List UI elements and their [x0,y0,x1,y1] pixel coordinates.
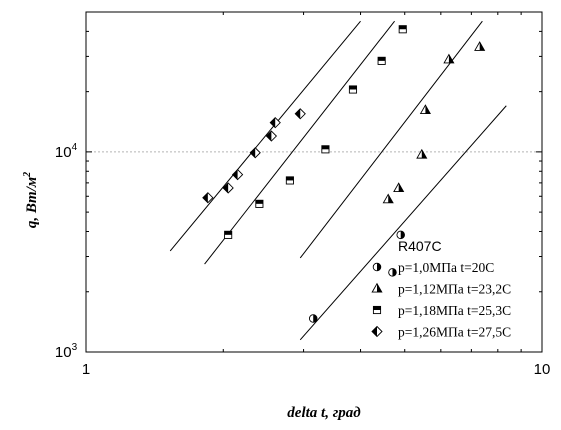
marker-fill [392,268,397,277]
x-tick-label: 1 [82,361,90,378]
data-point-series-4 [249,147,261,159]
legend-label-series-3: p=1,18МПа t=25,3С [398,303,511,318]
marker-fill [377,283,382,293]
y-axis-label-group: q, Вт/м2 [22,172,40,228]
marker-fill [377,263,381,271]
fit-line [299,20,483,259]
y-axis-label: q, Вт/м2 [22,172,40,228]
y-tick-label: 104 [55,142,78,161]
marker-fill [400,231,405,239]
x-axis-label: delta t, град [287,405,361,421]
data-point-series-2 [393,182,405,193]
legend-marker-series-2 [371,282,383,293]
data-point-series-4 [202,192,214,204]
data-point-series-3 [285,176,294,185]
data-point-series-1 [396,230,405,240]
data-point-series-4 [231,168,244,181]
legend-marker-series-1 [372,262,382,272]
data-point-series-2 [416,148,428,159]
data-point-series-1 [308,314,318,323]
fit-line [169,20,361,252]
data-point-series-1 [388,268,397,277]
data-point-series-3 [255,199,264,208]
marker-fill [232,169,238,180]
data-point-series-4 [269,116,281,129]
fit-line [299,105,507,341]
data-point-series-2 [419,104,431,115]
marker-fill [295,108,301,119]
axis-ticks [85,11,543,353]
data-point-series-3 [377,56,386,65]
legend-label-series-1: p=1,0МПа t=20С [398,260,494,275]
marker-fill [202,192,208,203]
tick-labels: 1 10 103 104 [55,142,550,378]
legend-label-series-4: p=1,26МПа t=27,5С [398,325,511,340]
data-point-series-2 [474,41,486,51]
marker-fill [270,117,276,128]
legend-title: R407C [398,238,442,254]
data-point-series-2 [382,193,394,204]
marker-fill [255,200,263,204]
legend-marker-series-4 [371,325,383,338]
y-tick-label: 103 [55,342,78,361]
marker-fill [372,326,377,337]
data-point-series-3 [348,85,358,94]
marker-fill [286,176,294,181]
data-point-series-3 [398,25,407,34]
data-point-series-4 [265,130,278,142]
data-point-series-4 [294,108,306,120]
marker-fill [399,25,407,30]
marker-fill [321,145,330,150]
data-point-series-3 [224,230,233,239]
marker-fill [223,182,229,193]
data-point-series-2 [443,53,455,64]
data-points [202,25,486,323]
marker-fill [349,85,357,90]
fit-line [204,20,395,265]
data-point-series-4 [222,182,234,194]
plot-frame [85,11,543,353]
legend-items: p=1,0МПа t=20С p=1,12МПа t=23,2С p=1,18МПа… [371,260,511,340]
marker-fill [313,314,318,323]
marker-fill [266,131,272,142]
data-point-series-3 [321,145,330,154]
legend-label-series-2: p=1,12МПа t=23,2С [398,282,511,297]
marker-fill [373,306,381,310]
x-tick-label: 10 [534,361,551,378]
marker-fill [378,57,386,61]
legend-marker-series-3 [372,305,382,315]
marker-fill [250,147,256,158]
marker-fill [224,231,232,235]
